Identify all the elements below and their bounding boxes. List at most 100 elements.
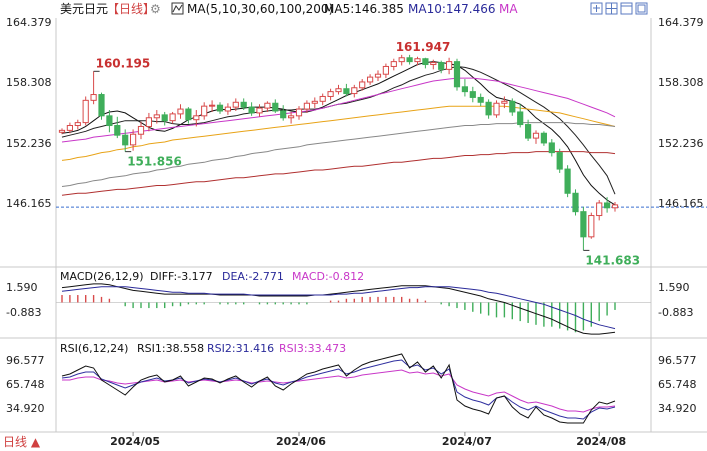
candle-body xyxy=(588,215,595,238)
rsi-lines xyxy=(61,353,616,424)
candle-up xyxy=(169,111,176,124)
macd-diff-line xyxy=(61,283,616,335)
price-tick-right: 164.379 xyxy=(658,16,704,29)
candle-body xyxy=(525,124,532,139)
candle-down xyxy=(572,189,579,216)
ma5-line xyxy=(61,61,616,206)
candle-body xyxy=(58,129,66,133)
rsi3-label: RSI3:33.473 xyxy=(279,342,346,355)
date-label: 2024/07 xyxy=(442,435,492,448)
expand-icon[interactable] xyxy=(590,2,603,15)
indicator-icon[interactable] xyxy=(171,2,184,15)
candle-body xyxy=(264,102,271,109)
gear-icon[interactable]: ⚙ xyxy=(150,2,161,16)
candle-down xyxy=(525,119,532,141)
candle-up xyxy=(193,110,200,127)
ma200-line xyxy=(61,151,616,196)
candle-body xyxy=(611,204,619,209)
candle-down xyxy=(461,79,468,97)
candle-body xyxy=(311,100,318,104)
candle-body xyxy=(82,99,89,124)
window-icon[interactable] xyxy=(635,2,648,15)
candle-body xyxy=(359,81,366,89)
macd-tick-left: -0.883 xyxy=(6,306,41,319)
candle-up xyxy=(288,111,295,124)
candle-body xyxy=(453,61,461,88)
candle-body xyxy=(509,100,516,113)
candle-body xyxy=(430,62,437,66)
candle-up xyxy=(82,96,89,126)
candle-up xyxy=(374,70,382,81)
ma60-line xyxy=(61,105,616,161)
price-axis-left: 164.379 158.308 152.236 146.165 xyxy=(6,16,52,210)
candle-body xyxy=(548,142,555,154)
macd-tick-right: -0.883 xyxy=(658,306,693,319)
candle-down xyxy=(122,129,129,152)
rsi-tick-right: 65.748 xyxy=(658,378,697,391)
candle-up xyxy=(398,54,405,66)
macd-tick-right: 1.590 xyxy=(658,281,690,294)
price-tick-left: 146.165 xyxy=(6,197,52,210)
candle-down xyxy=(469,86,476,103)
candle-up xyxy=(177,104,184,119)
candle-body xyxy=(461,86,468,93)
candle-body xyxy=(161,114,168,122)
candle-up xyxy=(367,74,374,85)
price-tick-left: 158.308 xyxy=(6,76,52,89)
candle-body xyxy=(564,168,571,194)
candle-body xyxy=(604,202,611,209)
candle-down xyxy=(438,60,445,74)
candle-down xyxy=(240,98,247,111)
ma30-line xyxy=(61,77,616,143)
candle-down xyxy=(161,111,168,126)
candle-body xyxy=(232,101,239,108)
candle-down xyxy=(509,98,516,116)
period-label[interactable]: 【日线】 xyxy=(107,2,155,16)
period-switch-button[interactable]: 日线 ▲ xyxy=(3,435,41,449)
candle-up xyxy=(201,102,208,120)
candle-up xyxy=(390,58,397,71)
candle-up xyxy=(66,122,74,134)
candle-body xyxy=(398,57,405,63)
settings-grid-icon[interactable] xyxy=(605,2,618,15)
candle-body xyxy=(446,61,453,70)
candle-body xyxy=(580,211,587,238)
candle-body xyxy=(74,122,81,127)
candle-body xyxy=(319,95,326,102)
rsi2-line xyxy=(61,359,616,420)
candle-body xyxy=(185,108,192,121)
date-label: 2024/08 xyxy=(576,435,626,448)
candle-body xyxy=(477,96,484,103)
candle-down xyxy=(453,58,461,91)
candle-up xyxy=(319,93,326,106)
date-label: 2024/05 xyxy=(110,435,160,448)
candle-body xyxy=(240,101,247,108)
candle-body xyxy=(493,102,500,116)
candle-up xyxy=(58,128,66,135)
candle-down xyxy=(343,83,350,97)
candle-body xyxy=(374,73,382,78)
candle-body xyxy=(438,62,445,70)
candle-body xyxy=(145,117,153,127)
macd-title: MACD(26,12,9) xyxy=(60,270,144,283)
macd-dea-label: DEA:-2.771 xyxy=(222,270,284,283)
layout-icon[interactable] xyxy=(620,2,633,15)
candle-body xyxy=(501,100,508,104)
candle-up xyxy=(414,56,421,66)
candle-body xyxy=(224,106,232,112)
rsi-title: RSI(6,12,24) xyxy=(60,342,128,355)
candle-down xyxy=(485,99,492,119)
rsi1-line xyxy=(61,353,616,424)
macd-dea-line xyxy=(61,286,616,330)
candle-down xyxy=(216,102,224,114)
candle-body xyxy=(256,107,263,114)
rsi1-label: RSI1:38.558 xyxy=(137,342,204,355)
candle-body xyxy=(130,133,137,146)
candle-body xyxy=(66,125,74,131)
rsi-tick-left: 65.748 xyxy=(6,378,45,391)
candle-down xyxy=(604,197,611,213)
candle-body xyxy=(390,61,397,67)
candle-up xyxy=(232,98,239,111)
candle-body xyxy=(153,114,160,119)
rsi-tick-left: 34.920 xyxy=(6,402,45,415)
